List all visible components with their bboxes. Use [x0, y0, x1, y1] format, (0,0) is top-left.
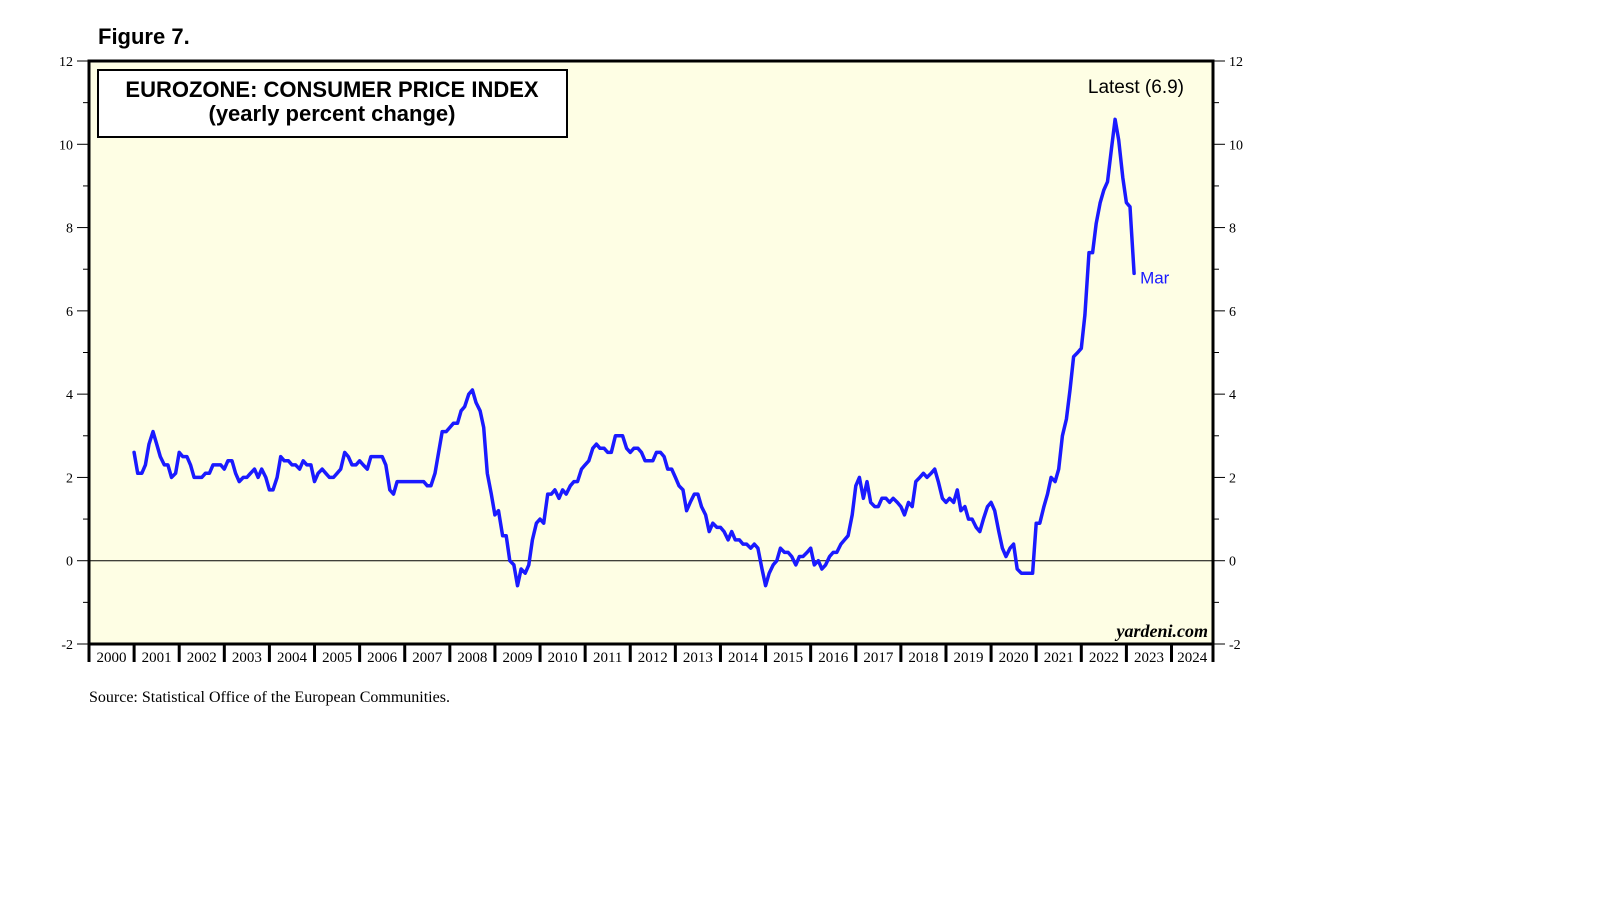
x-tick-label: 2023 — [1134, 650, 1164, 666]
right-y-axis: -2 0 2 4 6 8 10 12 — [1213, 55, 1243, 653]
left-y-tick-label: 8 — [66, 222, 73, 237]
cpi-series-line — [132, 117, 1136, 588]
plot-frame — [87, 59, 1215, 646]
left-y-tick-label: 6 — [66, 305, 73, 320]
x-tick-label: 2007 — [412, 650, 443, 666]
x-tick-label: 2005 — [322, 650, 352, 666]
x-tick-label: 2017 — [863, 650, 894, 666]
x-tick-label: 2024 — [1177, 650, 1208, 666]
x-tick-label: 2020 — [999, 650, 1029, 666]
right-y-tick-label: 10 — [1229, 138, 1243, 153]
latest-annotation: Latest (6.9) — [1088, 77, 1184, 98]
end-month-label: Mar — [1140, 268, 1170, 287]
x-tick-label: 2008 — [457, 650, 487, 666]
left-y-tick-label: -2 — [61, 638, 73, 653]
cpi-chart: -2 0 2 4 6 8 10 12 -2 0 2 4 6 8 10 12 2000 2001 2002 2003… — [59, 55, 1243, 666]
x-tick-label: 2016 — [818, 650, 849, 666]
x-tick-label: 2003 — [232, 650, 262, 666]
left-y-tick-label: 4 — [66, 388, 73, 403]
x-tick-label: 2013 — [683, 650, 713, 666]
right-y-tick-label: 4 — [1229, 388, 1236, 403]
x-tick-label: 2012 — [638, 650, 668, 666]
left-y-tick-label: 12 — [59, 55, 73, 70]
x-tick-label: 2018 — [908, 650, 938, 666]
right-y-tick-label: 8 — [1229, 222, 1236, 237]
x-tick-label: 2010 — [548, 650, 578, 666]
right-y-tick-label: -2 — [1229, 638, 1241, 653]
x-tick-label: 2001 — [142, 650, 172, 666]
right-y-tick-label: 0 — [1229, 555, 1236, 570]
right-y-tick-label: 6 — [1229, 305, 1236, 320]
left-y-tick-label: 2 — [66, 471, 73, 486]
plot-background — [89, 61, 1213, 644]
chart-title: EUROZONE: CONSUMER PRICE INDEX — [125, 77, 538, 102]
source-note: Source: Statistical Office of the Europe… — [89, 689, 450, 706]
x-tick-label: 2009 — [502, 650, 532, 666]
right-y-tick-label: 12 — [1229, 55, 1243, 70]
x-tick-label: 2011 — [593, 650, 622, 666]
x-tick-label: 2006 — [367, 650, 398, 666]
x-tick-label: 2014 — [728, 650, 759, 666]
watermark-brand: yardeni.com — [1115, 621, 1209, 641]
x-tick-label: 2002 — [187, 650, 217, 666]
x-tick-label: 2004 — [277, 650, 308, 666]
x-tick-label: 2021 — [1044, 650, 1074, 666]
x-tick-label: 2015 — [773, 650, 803, 666]
title-box — [97, 69, 568, 138]
x-tick-label: 2000 — [97, 650, 127, 666]
left-y-axis: -2 0 2 4 6 8 10 12 — [59, 55, 89, 653]
x-axis: 2000 2001 2002 2003 2004 2005 2006 2007 2008 2009… — [87, 644, 1215, 666]
right-y-tick-label: 2 — [1229, 471, 1236, 486]
figure-label: Figure 7. — [98, 24, 190, 49]
left-y-tick-label: 0 — [66, 555, 73, 570]
x-tick-label: 2019 — [954, 650, 984, 666]
chart-subtitle: (yearly percent change) — [209, 101, 456, 126]
x-tick-label: 2022 — [1089, 650, 1119, 666]
series-group — [132, 117, 1136, 588]
left-y-tick-label: 10 — [59, 138, 73, 153]
